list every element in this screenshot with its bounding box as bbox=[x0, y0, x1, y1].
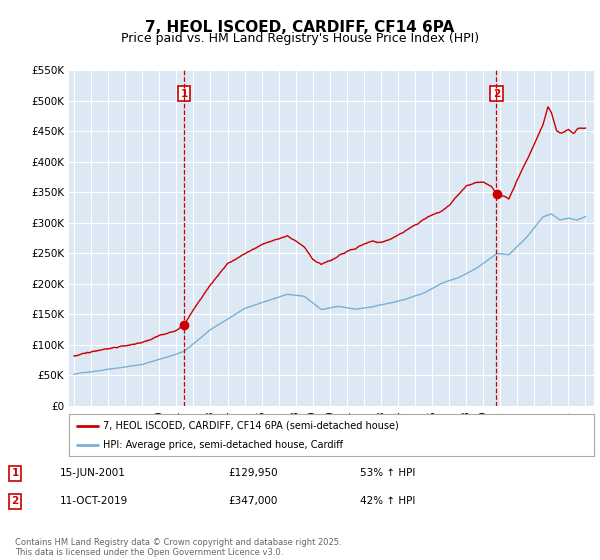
Text: 42% ↑ HPI: 42% ↑ HPI bbox=[360, 496, 415, 506]
Text: 2: 2 bbox=[493, 88, 500, 99]
Text: 1: 1 bbox=[181, 88, 188, 99]
Text: 1: 1 bbox=[11, 468, 19, 478]
Text: HPI: Average price, semi-detached house, Cardiff: HPI: Average price, semi-detached house,… bbox=[103, 440, 343, 450]
Text: 2: 2 bbox=[11, 496, 19, 506]
Text: 11-OCT-2019: 11-OCT-2019 bbox=[60, 496, 128, 506]
Text: £129,950: £129,950 bbox=[228, 468, 278, 478]
Text: 7, HEOL ISCOED, CARDIFF, CF14 6PA (semi-detached house): 7, HEOL ISCOED, CARDIFF, CF14 6PA (semi-… bbox=[103, 421, 399, 431]
Text: 15-JUN-2001: 15-JUN-2001 bbox=[60, 468, 126, 478]
Text: Price paid vs. HM Land Registry's House Price Index (HPI): Price paid vs. HM Land Registry's House … bbox=[121, 32, 479, 45]
Text: £347,000: £347,000 bbox=[228, 496, 277, 506]
Text: Contains HM Land Registry data © Crown copyright and database right 2025.
This d: Contains HM Land Registry data © Crown c… bbox=[15, 538, 341, 557]
Text: 7, HEOL ISCOED, CARDIFF, CF14 6PA: 7, HEOL ISCOED, CARDIFF, CF14 6PA bbox=[145, 20, 455, 35]
Text: 53% ↑ HPI: 53% ↑ HPI bbox=[360, 468, 415, 478]
